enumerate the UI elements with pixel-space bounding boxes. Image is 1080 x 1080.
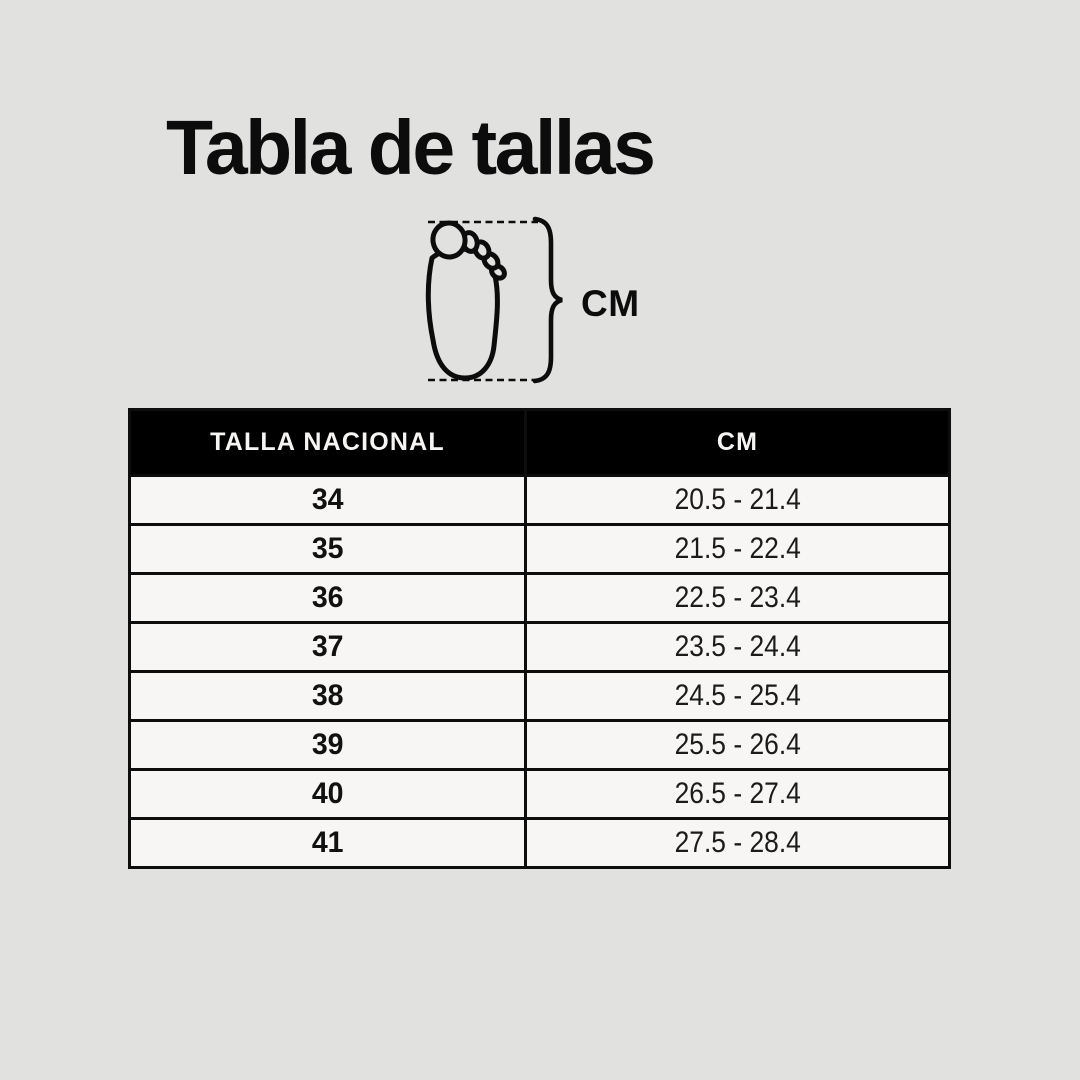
header-cm: CM: [524, 408, 951, 477]
cm-range-cell: 25.5 - 26.4: [524, 719, 951, 771]
cm-range: 24.5 - 25.4: [674, 679, 801, 712]
cm-range: 21.5 - 22.4: [674, 532, 801, 565]
cm-range-cell: 23.5 - 24.4: [524, 621, 951, 673]
cm-range-cell: 22.5 - 23.4: [524, 572, 951, 624]
cm-range-cell: 26.5 - 27.4: [524, 768, 951, 820]
size-value-cell: 34: [128, 474, 527, 526]
cm-range-cell: 27.5 - 28.4: [524, 817, 951, 869]
cm-range-cell: 21.5 - 22.4: [524, 523, 951, 575]
size-value: 41: [311, 826, 344, 859]
size-value: 40: [311, 777, 344, 810]
measure-unit-label: CM: [581, 283, 640, 324]
table-row: 41 27.5 - 28.4: [128, 817, 951, 869]
cm-range-cell: 20.5 - 21.4: [524, 474, 951, 526]
table-row: 35 21.5 - 22.4: [128, 523, 951, 575]
size-value-cell: 39: [128, 719, 527, 771]
size-value-cell: 41: [128, 817, 527, 869]
table-row: 40 26.5 - 27.4: [128, 768, 951, 820]
brace-icon: [532, 216, 563, 384]
table-row: 39 25.5 - 26.4: [128, 719, 951, 771]
size-value-cell: 40: [128, 768, 527, 820]
cm-range: 25.5 - 26.4: [674, 728, 801, 761]
size-table: TALLA NACIONAL CM 34 20.5 - 21.4 35 21.5…: [128, 408, 951, 869]
page-title: Tabla de tallas: [166, 105, 656, 191]
cm-range: 23.5 - 24.4: [674, 630, 801, 663]
table-row: 36 22.5 - 23.4: [128, 572, 951, 624]
table-row: 38 24.5 - 25.4: [128, 670, 951, 722]
size-value-cell: 37: [128, 621, 527, 673]
cm-range: 27.5 - 28.4: [674, 826, 801, 859]
foot-measure-icon: [425, 216, 563, 384]
table-header-row: TALLA NACIONAL CM: [128, 408, 951, 477]
cm-range: 26.5 - 27.4: [674, 777, 801, 810]
size-value-cell: 35: [128, 523, 527, 575]
size-value: 35: [311, 532, 344, 565]
size-value-cell: 38: [128, 670, 527, 722]
table-row: 34 20.5 - 21.4: [128, 474, 951, 526]
cm-range: 22.5 - 23.4: [674, 581, 801, 614]
size-value-cell: 36: [128, 572, 527, 624]
header-talla-nacional: TALLA NACIONAL: [128, 408, 527, 477]
size-value: 37: [311, 630, 344, 663]
size-value: 34: [311, 483, 344, 516]
foot-icon: [425, 220, 507, 381]
size-value: 38: [311, 679, 344, 712]
table-row: 37 23.5 - 24.4: [128, 621, 951, 673]
cm-range: 20.5 - 21.4: [674, 483, 801, 516]
cm-range-cell: 24.5 - 25.4: [524, 670, 951, 722]
size-value: 36: [311, 581, 344, 614]
size-value: 39: [311, 728, 344, 761]
